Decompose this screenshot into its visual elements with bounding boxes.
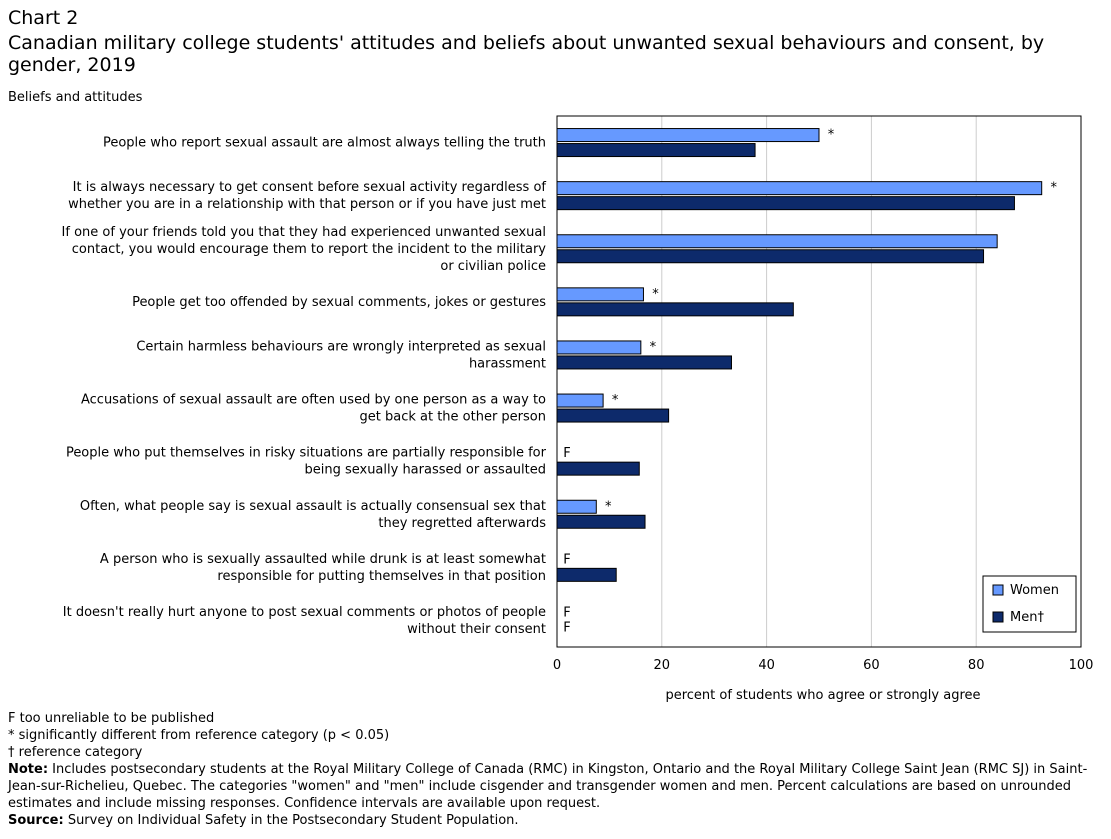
category-label-line: People get too offended by sexual commen… xyxy=(132,295,546,310)
category-label-line: responsible for putting themselves in th… xyxy=(217,569,546,584)
category-label: A person who is sexually assaulted while… xyxy=(100,552,546,584)
bar-men xyxy=(556,408,670,423)
unreliable-marker: F xyxy=(563,446,570,461)
legend-label-men: Men† xyxy=(1010,610,1044,625)
unreliable-marker: F xyxy=(563,552,570,567)
legend-label-women: Women xyxy=(1010,583,1059,598)
x-tick-label: 0 xyxy=(553,658,561,673)
grid-layer xyxy=(661,116,977,647)
bar-women xyxy=(556,128,820,143)
category-label-line: People who put themselves in risky situa… xyxy=(66,446,547,461)
chart-notes: F too unreliable to be published * signi… xyxy=(8,710,1103,829)
significance-marker: * xyxy=(612,393,619,408)
legend-swatch-men xyxy=(992,611,1004,623)
category-label-line: Accusations of sexual assault are often … xyxy=(81,393,546,408)
category-label-line: A person who is sexually assaulted while… xyxy=(100,552,546,567)
category-label-line: contact, you would encourage them to rep… xyxy=(72,242,547,257)
chart-number: Chart 2 xyxy=(8,7,79,29)
source-body: Survey on Individual Safety in the Posts… xyxy=(63,813,519,828)
note-body: Includes postsecondary students at the R… xyxy=(8,762,1088,811)
unreliable-marker: F xyxy=(563,605,570,620)
x-tick-label: 80 xyxy=(968,658,985,673)
x-tick-label: 100 xyxy=(1069,658,1094,673)
bar-layer: *****F*FFF xyxy=(556,128,1057,635)
bar-men xyxy=(556,461,640,476)
category-label-line: Often, what people say is sexual assault… xyxy=(80,499,546,514)
category-label: Accusations of sexual assault are often … xyxy=(81,393,546,425)
category-label: Often, what people say is sexual assault… xyxy=(80,499,546,531)
unreliable-marker: F xyxy=(563,620,570,635)
bar-men xyxy=(556,249,985,264)
significance-marker: * xyxy=(828,128,835,143)
category-label-line: People who report sexual assault are alm… xyxy=(103,136,546,151)
category-label-line: being sexually harassed or assaulted xyxy=(304,463,546,478)
category-label: It is always necessary to get consent be… xyxy=(68,180,546,212)
plot-area-frame xyxy=(556,115,1082,648)
note-dagger: † reference category xyxy=(8,745,143,760)
legend-frame xyxy=(982,575,1077,633)
x-tick-label: 60 xyxy=(863,658,880,673)
category-label: If one of your friends told you that the… xyxy=(62,225,547,274)
x-axis-label: percent of students who agree or strongl… xyxy=(665,688,980,703)
bar-men xyxy=(556,196,1015,211)
bar-women xyxy=(556,181,1043,196)
category-label-layer: People who report sexual assault are alm… xyxy=(62,136,547,637)
note-label: Note: xyxy=(8,762,49,777)
bar-men xyxy=(556,143,756,158)
category-label-line: If one of your friends told you that the… xyxy=(62,225,546,240)
significance-marker: * xyxy=(605,499,612,514)
category-label: People who put themselves in risky situa… xyxy=(66,446,547,478)
note-f: F too unreliable to be published xyxy=(8,711,215,726)
significance-marker: * xyxy=(1050,181,1057,196)
x-tick-label: 20 xyxy=(654,658,671,673)
category-label-line: Certain harmless behaviours are wrongly … xyxy=(136,339,546,354)
source-text: Source: Survey on Individual Safety in t… xyxy=(8,812,1103,829)
note-text: Note: Includes postsecondary students at… xyxy=(8,761,1103,812)
category-label: People get too offended by sexual commen… xyxy=(132,295,546,310)
note-star: * significantly different from reference… xyxy=(8,728,390,743)
category-label: It doesn't really hurt anyone to post se… xyxy=(63,605,546,637)
category-label: Certain harmless behaviours are wrongly … xyxy=(136,339,546,371)
category-label: People who report sexual assault are alm… xyxy=(103,136,546,151)
bar-women xyxy=(556,340,642,355)
x-tick-label: 40 xyxy=(758,658,775,673)
significance-marker: * xyxy=(652,287,659,302)
significance-marker: * xyxy=(650,340,657,355)
bar-women xyxy=(556,287,644,302)
category-label-line: harassment xyxy=(469,356,546,371)
bar-men xyxy=(556,567,617,582)
bar-men xyxy=(556,302,794,317)
category-label-line: It is always necessary to get consent be… xyxy=(73,180,547,195)
category-label-line: they regretted afterwards xyxy=(378,516,546,531)
category-label-line: It doesn't really hurt anyone to post se… xyxy=(63,605,546,620)
category-label-line: without their consent xyxy=(407,622,546,637)
bar-women xyxy=(556,393,604,408)
chart-title: Canadian military college students' atti… xyxy=(8,32,1045,76)
bar-women xyxy=(556,499,597,514)
source-label: Source: xyxy=(8,813,64,828)
bar-chart: *****F*FFF People who report sexual assa… xyxy=(62,115,1094,703)
category-label-line: whether you are in a relationship with t… xyxy=(68,197,546,212)
category-label-line: get back at the other person xyxy=(360,410,547,425)
bar-men xyxy=(556,514,646,529)
bar-women xyxy=(556,234,998,249)
y-axis-label: Beliefs and attitudes xyxy=(8,90,143,105)
bar-men xyxy=(556,355,732,370)
category-label-line: or civilian police xyxy=(440,259,546,274)
tick-layer: 0 20 40 60 80 100 xyxy=(553,658,1094,673)
legend: Women Men† xyxy=(982,575,1077,633)
legend-swatch-women xyxy=(992,584,1004,596)
